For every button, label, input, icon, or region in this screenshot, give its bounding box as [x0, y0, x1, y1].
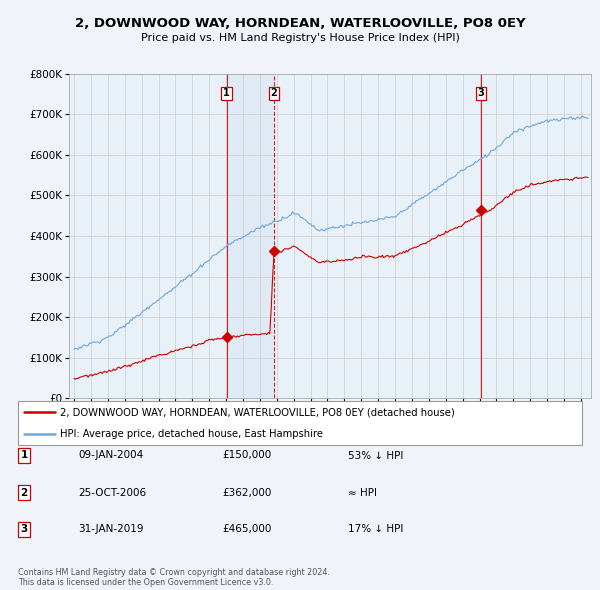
- Text: 2, DOWNWOOD WAY, HORNDEAN, WATERLOOVILLE, PO8 0EY (detached house): 2, DOWNWOOD WAY, HORNDEAN, WATERLOOVILLE…: [60, 407, 455, 417]
- Text: £150,000: £150,000: [222, 451, 271, 460]
- Text: Price paid vs. HM Land Registry's House Price Index (HPI): Price paid vs. HM Land Registry's House …: [140, 34, 460, 43]
- Text: ≈ HPI: ≈ HPI: [348, 488, 377, 497]
- Text: 2: 2: [20, 488, 28, 497]
- Text: 53% ↓ HPI: 53% ↓ HPI: [348, 451, 403, 460]
- Text: 2, DOWNWOOD WAY, HORNDEAN, WATERLOOVILLE, PO8 0EY: 2, DOWNWOOD WAY, HORNDEAN, WATERLOOVILLE…: [74, 17, 526, 30]
- Text: 17% ↓ HPI: 17% ↓ HPI: [348, 525, 403, 534]
- Text: 31-JAN-2019: 31-JAN-2019: [78, 525, 143, 534]
- Bar: [227, 74, 274, 398]
- Text: 1: 1: [223, 88, 230, 99]
- Text: 09-JAN-2004: 09-JAN-2004: [78, 451, 143, 460]
- Text: 25-OCT-2006: 25-OCT-2006: [78, 488, 146, 497]
- Text: 1: 1: [20, 451, 28, 460]
- Text: 3: 3: [478, 88, 484, 99]
- Text: HPI: Average price, detached house, East Hampshire: HPI: Average price, detached house, East…: [60, 430, 323, 440]
- Text: 3: 3: [20, 525, 28, 534]
- Text: £362,000: £362,000: [222, 488, 271, 497]
- Text: Contains HM Land Registry data © Crown copyright and database right 2024.
This d: Contains HM Land Registry data © Crown c…: [18, 568, 330, 587]
- Text: £465,000: £465,000: [222, 525, 271, 534]
- Text: 2: 2: [271, 88, 277, 99]
